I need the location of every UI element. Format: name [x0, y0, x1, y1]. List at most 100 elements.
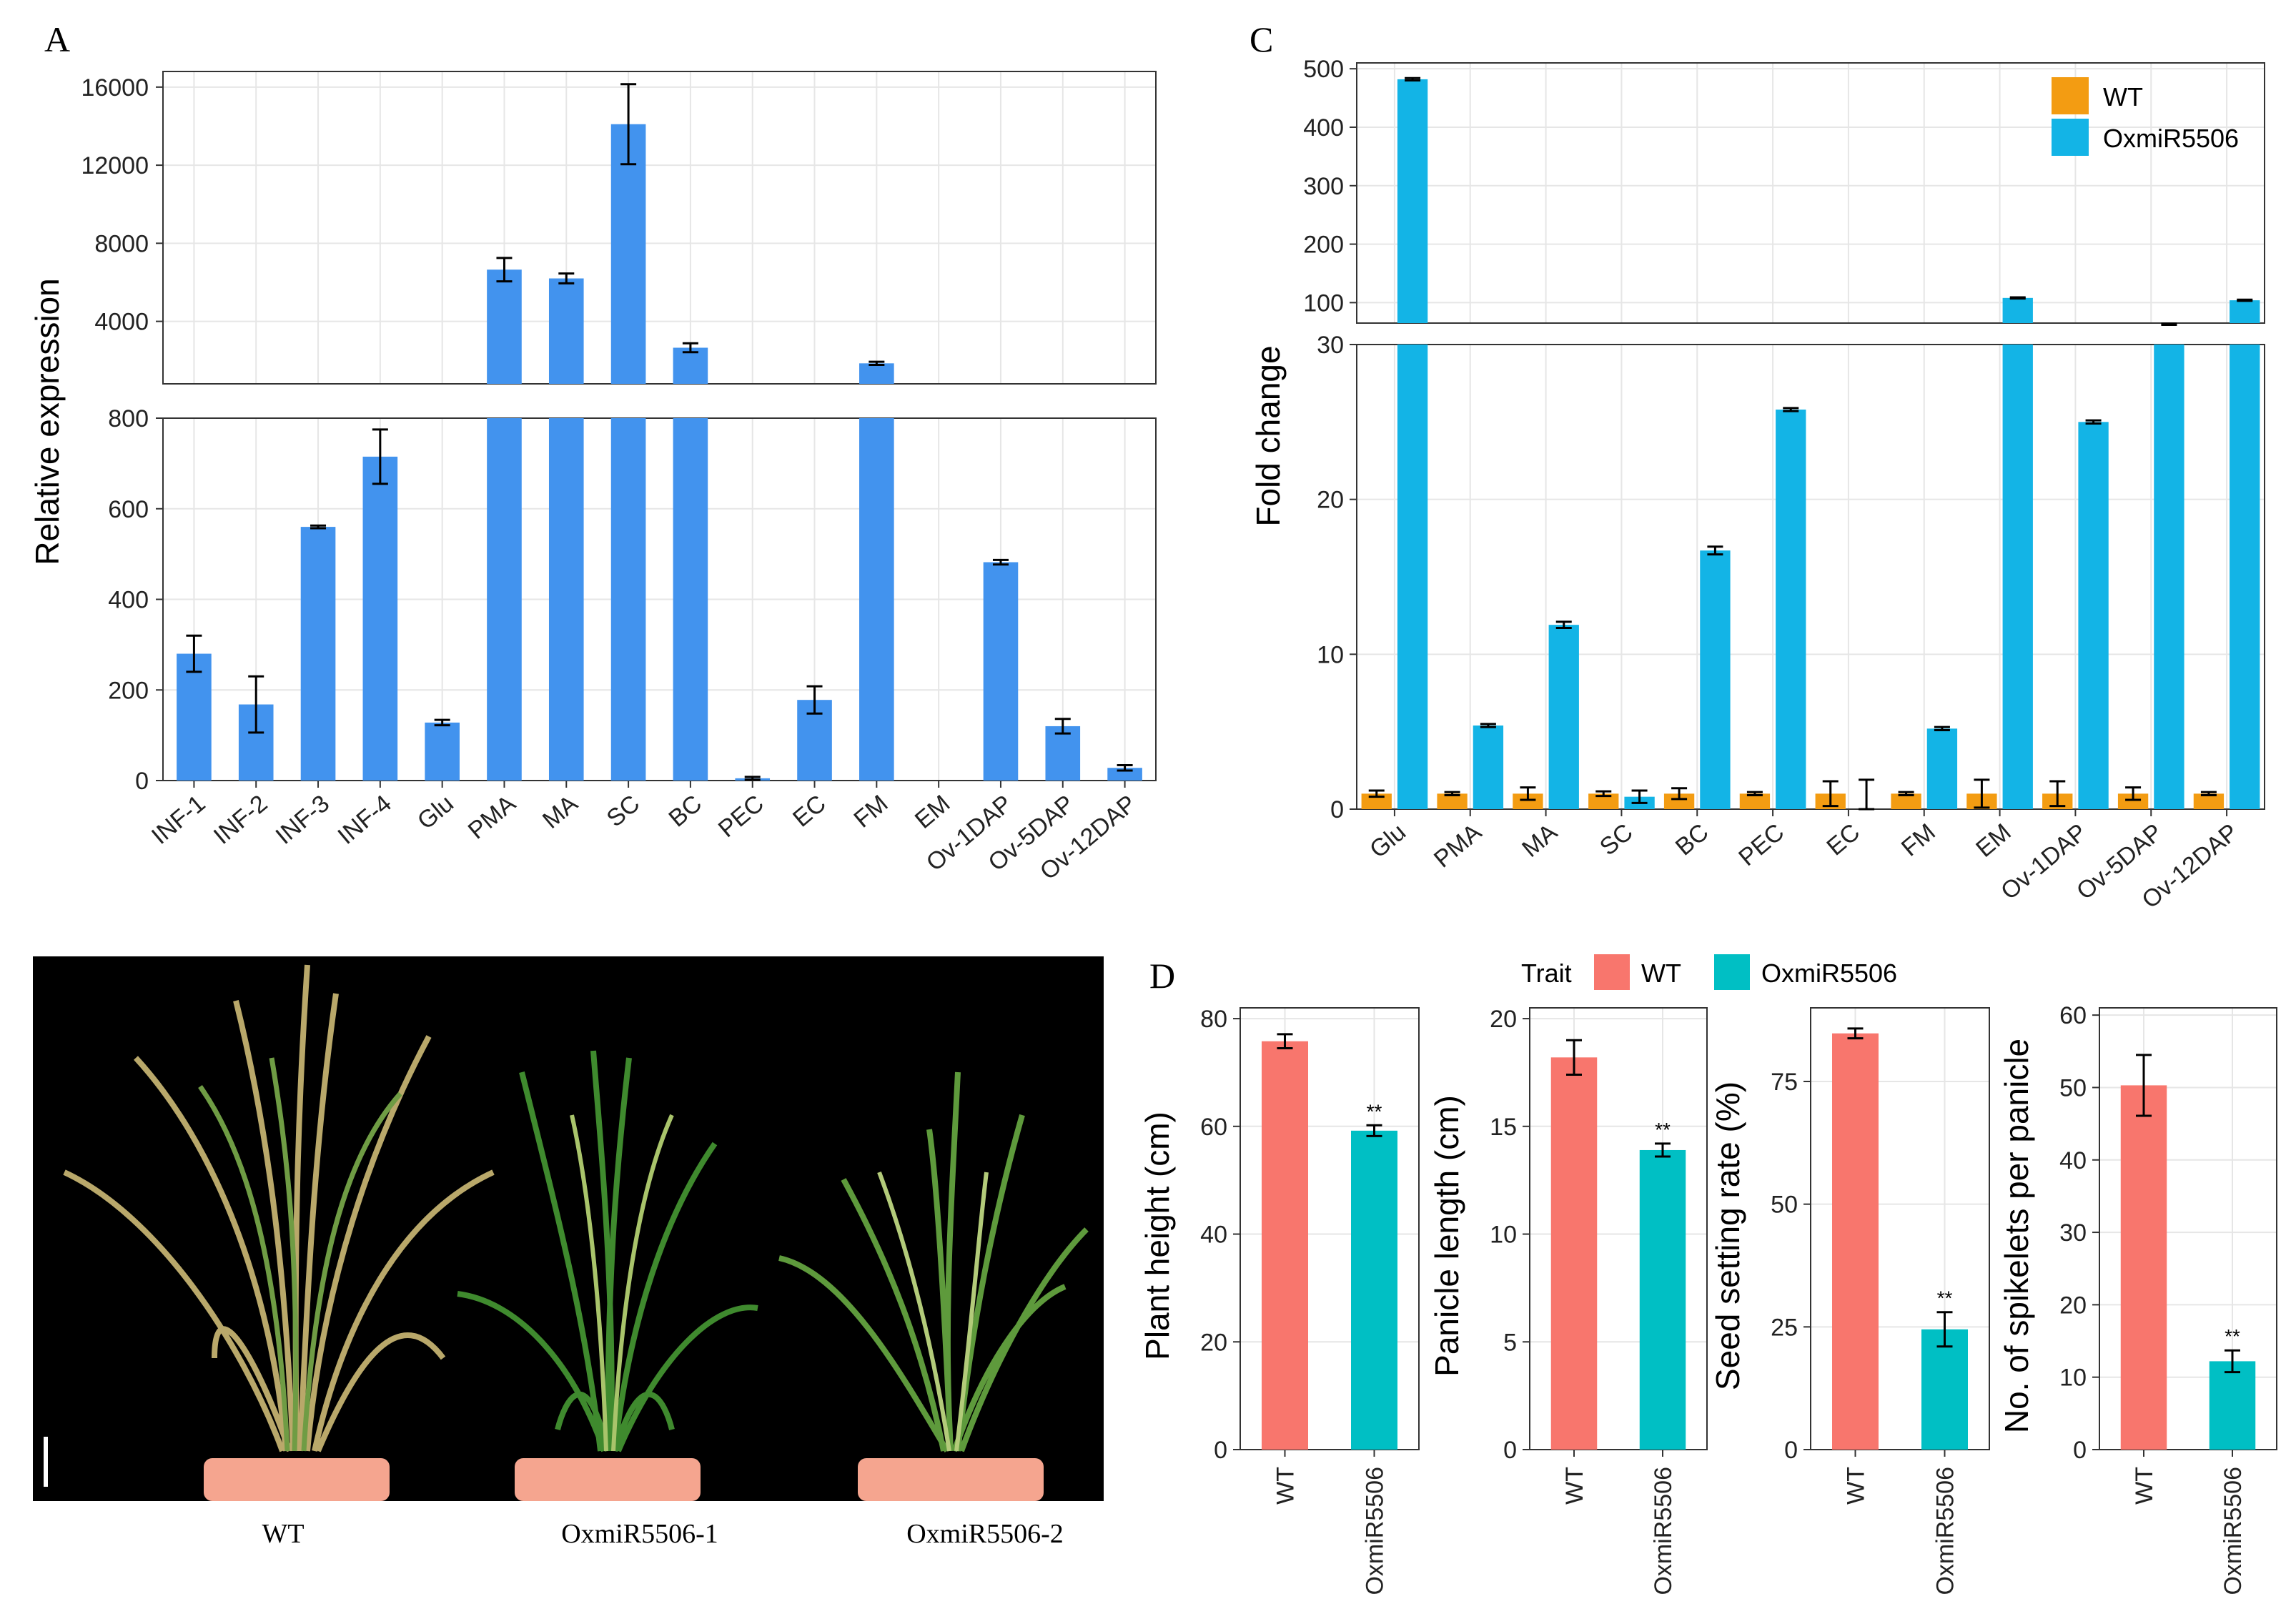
x-tick-label-fm: FM: [848, 790, 893, 833]
bar-oxmir5506-ov-12dap-lower: [2230, 345, 2260, 809]
x-tick-label-ec: EC: [788, 790, 831, 832]
bar-wt-fm: [1891, 793, 1921, 809]
x-tick-label-sc: SC: [602, 790, 645, 832]
x-tick-label-ec: EC: [1821, 818, 1865, 861]
bar-oxmir5506-em-lower: [2002, 345, 2033, 809]
legend-label-oxmir5506: OxmiR5506: [1761, 959, 1897, 988]
x-tick-label-oxmir5506-3: OxmiR5506: [2220, 1467, 2247, 1595]
bar-ma: [548, 278, 584, 384]
x-tick-label-bc: BC: [1671, 818, 1714, 861]
photo-label-ox2: OxmiR5506-2: [906, 1519, 1064, 1549]
x-tick-label-pma: PMA: [463, 790, 521, 845]
bar-oxmir5506-2: [1921, 1329, 1968, 1450]
bar-wt-0: [1262, 1041, 1308, 1450]
subplot-frame-0: [1239, 1007, 1420, 1450]
x-tick-label-wt-3: WT: [2131, 1467, 2158, 1505]
photo-label-wt: WT: [262, 1519, 304, 1549]
y-tick-2-1: 25: [1771, 1314, 1798, 1341]
bar-pma: [487, 269, 522, 384]
bar-oxmir5506-1: [1639, 1149, 1686, 1450]
chart-d-phenotypes: Trait WT OxmiR5506 0 20 40 60 80 WT ** OxmiR5506 Pl…: [1139, 954, 2277, 1595]
plot-frame-lower: [162, 417, 1157, 781]
x-tick-label-pec: PEC: [1733, 818, 1789, 871]
y-tick-lower-4: 800: [108, 405, 149, 432]
y-tick-3-0: 0: [2073, 1437, 2087, 1464]
y-axis-title-1: Panicle length (cm): [1428, 1095, 1465, 1377]
x-tick-label-glu: Glu: [412, 790, 459, 835]
legend-swatch-wt: [1594, 954, 1630, 990]
y-axis-title-3: No. of spikelets per panicle: [1998, 1039, 2035, 1433]
bar-inf-3: [300, 527, 336, 781]
y-tick-lower-1: 10: [1317, 641, 1344, 668]
legend-swatch-oxmir5506: [1714, 954, 1750, 990]
y-tick-lower-3: 600: [108, 496, 149, 523]
subplot-frame-2: [1810, 1007, 1990, 1450]
bar-oxmir5506-ma: [1548, 625, 1579, 809]
x-tick-label-oxmir5506-2: OxmiR5506: [1932, 1467, 1959, 1595]
x-tick-label-oxmir5506-0: OxmiR5506: [1362, 1467, 1389, 1595]
y-tick-upper-3: 16000: [81, 74, 149, 102]
y-tick-3-2: 20: [2059, 1292, 2087, 1319]
bar-wt-1: [1550, 1057, 1598, 1450]
wt-plant-illustration: [63, 964, 495, 1501]
x-tick-label-inf-1: INF-1: [147, 790, 211, 850]
x-tick-label-pma: PMA: [1429, 818, 1487, 873]
y-tick-3-3: 30: [2059, 1219, 2087, 1247]
subplot-frame-1: [1529, 1007, 1708, 1450]
legend-label-oxmir5506: OxmiR5506: [2103, 124, 2239, 153]
ox1-pot: [515, 1458, 701, 1501]
y-tick-upper-0: 100: [1303, 289, 1344, 317]
bar-oxmir5506-pma: [1473, 726, 1504, 809]
bar-oxmir5506-ov-12dap: [2230, 300, 2260, 323]
x-tick-label-bc: BC: [663, 790, 707, 832]
x-tick-label-wt-1: WT: [1561, 1467, 1588, 1505]
x-tick-label-oxmir5506-1: OxmiR5506: [1650, 1467, 1677, 1595]
x-tick-label-ma: MA: [1517, 818, 1563, 863]
bar-oxmir5506-0: [1351, 1130, 1397, 1450]
legend-title: Trait: [1521, 959, 1572, 988]
x-tick-label-em: EM: [910, 790, 955, 834]
x-tick-label-pec: PEC: [713, 790, 769, 843]
y-tick-lower-2: 400: [108, 587, 149, 614]
ox2-plant-illustration: [778, 1071, 1089, 1501]
bar-wt-pec: [1739, 793, 1771, 809]
x-tick-label-inf-3: INF-3: [271, 790, 335, 850]
x-tick-label-wt-0: WT: [1272, 1467, 1300, 1505]
y-tick-upper-3: 400: [1303, 114, 1344, 142]
y-tick-upper-4: 500: [1303, 56, 1344, 83]
y-tick-0-0: 0: [1214, 1437, 1227, 1464]
chart-a-tissue-expression: 4000800012000160000200400600800INF-1INF-…: [29, 71, 1157, 886]
x-tick-label-em: EM: [1971, 818, 2016, 863]
bar-oxmir5506-em: [2002, 297, 2033, 323]
y-tick-3-5: 50: [2059, 1074, 2087, 1101]
y-tick-0-1: 20: [1200, 1329, 1227, 1356]
y-tick-lower-1: 200: [108, 677, 149, 704]
x-tick-label-wt-2: WT: [1843, 1467, 1870, 1505]
legend-swatch-wt: [2052, 77, 2089, 114]
bar-bc: [673, 347, 708, 384]
x-tick-label-glu: Glu: [1365, 818, 1411, 863]
y-tick-lower-3: 30: [1317, 332, 1344, 359]
bar-wt-ov-5dap: [2117, 793, 2149, 809]
bar-oxmir5506-bc: [1700, 550, 1731, 809]
ox1-plant-illustration: [457, 1050, 758, 1501]
x-tick-label-fm: FM: [1896, 818, 1941, 862]
y-tick-2-0: 0: [1784, 1437, 1798, 1464]
x-tick-label-sc: SC: [1595, 818, 1638, 861]
y-tick-upper-1: 8000: [94, 230, 149, 257]
y-tick-3-6: 60: [2059, 1002, 2087, 1029]
y-axis-title: Fold change: [1250, 345, 1287, 526]
bar-ov-12dap: [1107, 768, 1142, 781]
y-tick-3-1: 10: [2059, 1365, 2087, 1392]
bar-oxmir5506-pec: [1776, 410, 1806, 809]
significance-marker-1: **: [1655, 1119, 1671, 1141]
bar-glu: [425, 722, 460, 781]
y-tick-0-3: 60: [1200, 1114, 1227, 1141]
bar-ma-lower: [548, 418, 584, 781]
chart-c-fold-change: 100 200 300 400 500 0 10 20 30 Glu PMA MA SC BC PEC EC F…: [1250, 56, 2265, 914]
bar-wt-ma: [1513, 793, 1543, 809]
y-tick-lower-0: 0: [135, 768, 149, 795]
wt-pot: [204, 1458, 390, 1501]
y-tick-2-2: 50: [1771, 1192, 1798, 1219]
